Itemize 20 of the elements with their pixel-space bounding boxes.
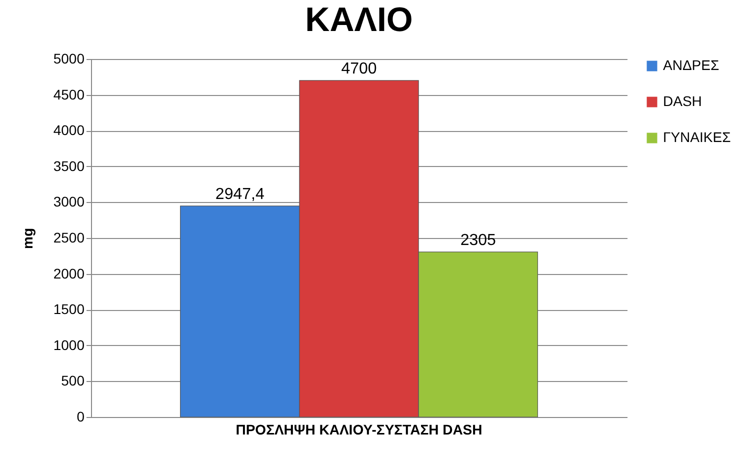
y-tick-label: 1500	[53, 301, 85, 318]
y-tick-label: 2500	[53, 230, 85, 246]
chart-title: ΚΑΛΙΟ	[305, 1, 413, 39]
y-tick-label: 500	[61, 372, 85, 389]
legend-label: ΑΝΔΡΕΣ	[663, 57, 720, 73]
y-tick-label: 4500	[53, 86, 85, 102]
y-axis-title: mg	[19, 228, 36, 249]
y-tick-label: 2000	[53, 265, 85, 282]
x-tick-label: ΠΡΟΣΛΗΨΗ ΚΑΛΙΟΥ-ΣΥΣΤΑΣΗ DASH	[236, 422, 482, 438]
y-tick-label: 3500	[53, 158, 85, 174]
data-label: 2947,4	[215, 186, 264, 203]
data-label: 4700	[341, 60, 377, 78]
y-tick-label: 0	[76, 408, 85, 424]
data-label: 2305	[460, 232, 496, 249]
y-tick-label: 3000	[53, 194, 85, 210]
legend-label: ΓΥΝΑΙΚΕΣ	[663, 129, 732, 145]
legend-label: DASH	[663, 93, 702, 109]
y-tick-label: 1000	[53, 336, 85, 353]
y-tick-label: 5000	[53, 50, 85, 66]
y-tick-label: 4000	[53, 122, 85, 138]
